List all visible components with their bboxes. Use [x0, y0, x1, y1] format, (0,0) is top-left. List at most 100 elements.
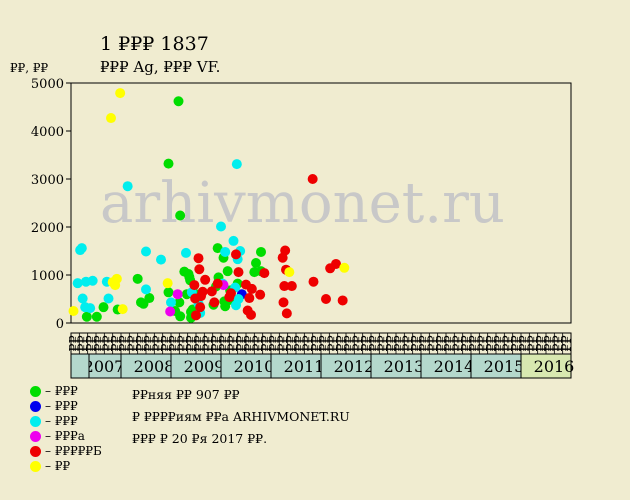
y-axis-label: ₽₽, ₽₽: [10, 61, 49, 75]
year-cell: [420, 353, 472, 379]
year-cell: [170, 353, 222, 379]
chart-title: 1 ₽₽₽ 1837: [100, 33, 209, 55]
price-point: [244, 293, 255, 304]
month-label: ₽₽: [126, 335, 141, 352]
month-label: ₽₽: [284, 335, 299, 352]
year-row-spacer: [70, 353, 90, 379]
month-label: ₽₽: [151, 335, 166, 352]
price-point: [117, 304, 128, 315]
month-label: ₽₽: [101, 335, 116, 352]
price-point: [286, 281, 297, 292]
month-label: ₽₽: [518, 335, 533, 352]
month-label: ₽₽: [68, 335, 83, 352]
price-point: [174, 297, 185, 308]
chart-subtitle: ₽₽₽ Ag, ₽₽₽ VF.: [100, 58, 220, 76]
price-point: [200, 274, 211, 285]
price-point: [91, 311, 102, 322]
legend-label: – ₽₽₽: [45, 414, 78, 428]
price-point: [251, 258, 261, 268]
price-point: [259, 268, 270, 279]
price-point: [132, 273, 143, 284]
price-point: [281, 308, 292, 319]
month-label: ₽₽: [376, 335, 391, 352]
month-label: ₽₽: [226, 335, 241, 352]
price-point: [256, 246, 266, 257]
month-label: ₽₽: [184, 335, 199, 352]
year-label: 2012: [334, 357, 375, 376]
price-point: [111, 273, 122, 284]
price-point: [162, 278, 173, 289]
price-point: [233, 267, 244, 278]
year-label: 2010: [234, 357, 275, 376]
month-label: ₽₽: [468, 335, 483, 352]
month-label: ₽₽: [218, 335, 233, 352]
y-tick-label: 4000: [31, 125, 64, 140]
price-point: [166, 297, 176, 308]
legend-marker: [30, 386, 41, 397]
price-point: [307, 174, 318, 184]
month-label: ₽₽: [251, 335, 266, 352]
month-label: ₽₽: [309, 335, 324, 352]
price-point: [280, 245, 291, 256]
month-label: ₽₽: [359, 335, 374, 352]
price-point: [231, 249, 241, 260]
price-point: [165, 306, 176, 317]
info-line-date: ₽₽₽ ₽ 20 ₽я 2017 ₽₽.: [132, 431, 268, 446]
price-point: [181, 247, 191, 258]
legend-item: – ₽₽₽₽₽Б: [30, 444, 102, 459]
price-point: [103, 293, 114, 304]
year-label: 2013: [384, 357, 425, 376]
price-point: [106, 113, 116, 124]
legend-marker: [30, 461, 41, 472]
price-point: [189, 280, 200, 291]
price-point: [122, 181, 133, 192]
price-point: [98, 302, 109, 313]
month-label: ₽₽: [176, 335, 191, 352]
price-point: [191, 310, 201, 321]
plot-area: [70, 82, 572, 324]
price-point: [228, 235, 239, 246]
month-label: ₽₽: [484, 335, 499, 352]
legend-label: – ₽₽₽₽₽Б: [45, 444, 102, 458]
month-label: ₽₽: [418, 335, 433, 352]
year-label: 2009: [184, 357, 225, 376]
year-cell: [320, 353, 372, 379]
month-label: ₽₽: [159, 335, 174, 352]
y-tick-label: 3000: [31, 173, 64, 188]
month-label: ₽₽: [501, 335, 516, 352]
price-point: [141, 246, 151, 257]
price-point: [163, 158, 174, 169]
price-point: [194, 264, 205, 275]
price-point: [175, 311, 186, 322]
price-point: [284, 267, 295, 278]
month-label: ₽₽: [84, 335, 99, 352]
y-tick-label: 1000: [31, 269, 64, 284]
month-label: ₽₽: [459, 335, 474, 352]
price-point: [246, 283, 257, 294]
month-label: ₽₽: [143, 335, 158, 352]
month-label: ₽₽: [259, 335, 274, 352]
month-label: ₽₽: [409, 335, 424, 352]
y-tick-label: 5000: [31, 77, 64, 92]
year-cell: [470, 353, 522, 379]
legend-label: – ₽₽₽: [45, 399, 78, 413]
month-label: ₽₽: [351, 335, 366, 352]
price-point: [197, 286, 208, 297]
month-label: ₽₽: [393, 335, 408, 352]
month-label: ₽₽: [551, 335, 566, 352]
month-label: ₽₽: [509, 335, 524, 352]
legend-marker: [30, 431, 41, 442]
price-point: [175, 210, 186, 221]
price-point: [216, 221, 226, 232]
price-point: [220, 246, 231, 257]
info-line-source: ₽ ₽₽₽₽иям ₽₽а ARHIVMONET.RU: [132, 409, 350, 424]
legend-marker: [30, 416, 41, 427]
y-tick-label: 2000: [31, 221, 64, 236]
price-point: [209, 297, 220, 308]
month-label: ₽₽: [476, 335, 491, 352]
month-label: ₽₽: [526, 335, 541, 352]
month-label: ₽₽: [118, 335, 133, 352]
legend-item: – ₽₽₽: [30, 399, 102, 414]
year-label: 2016: [534, 357, 575, 376]
month-label: ₽₽: [434, 335, 449, 352]
